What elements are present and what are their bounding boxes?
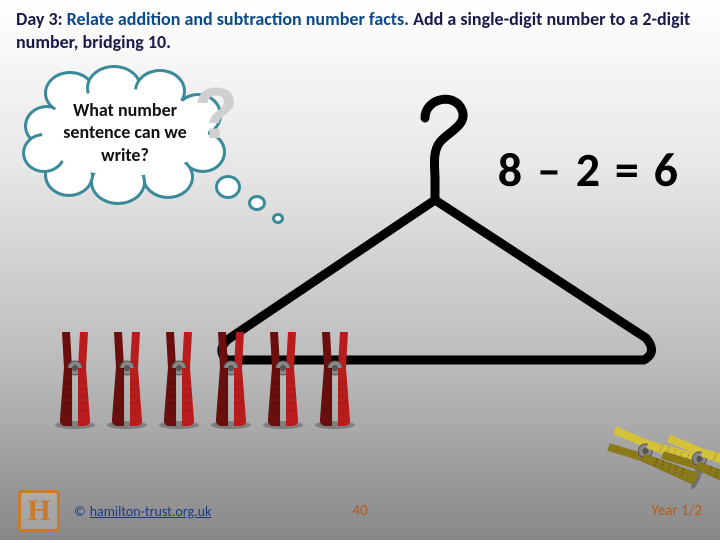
day-label: Day 3: bbox=[16, 8, 63, 30]
slide-footer: H ©hamilton-trust.org.uk 40 Year 1/2 bbox=[0, 490, 720, 532]
red-peg bbox=[102, 320, 152, 435]
red-peg bbox=[50, 320, 100, 435]
question-mark-icon: ? bbox=[194, 73, 238, 155]
year-level: Year 1/2 bbox=[651, 502, 702, 520]
thought-bubble: What number sentence can we write? ? bbox=[30, 75, 220, 190]
copyright-symbol: © bbox=[74, 503, 86, 520]
red-pegs-group bbox=[50, 320, 360, 435]
hamilton-logo: H bbox=[18, 490, 60, 532]
red-peg bbox=[154, 320, 204, 435]
cloud-question-text: What number sentence can we write? bbox=[42, 99, 208, 167]
slide-header: Day 3: Relate addition and subtraction n… bbox=[0, 0, 720, 59]
topic-text: Relate addition and subtraction number f… bbox=[67, 8, 409, 30]
red-peg bbox=[258, 320, 308, 435]
red-peg bbox=[206, 320, 256, 435]
copyright-link: hamilton-trust.org.uk bbox=[90, 503, 212, 520]
red-peg bbox=[310, 320, 360, 435]
copyright-line: ©hamilton-trust.org.uk bbox=[74, 503, 211, 520]
page-number: 40 bbox=[352, 502, 367, 520]
